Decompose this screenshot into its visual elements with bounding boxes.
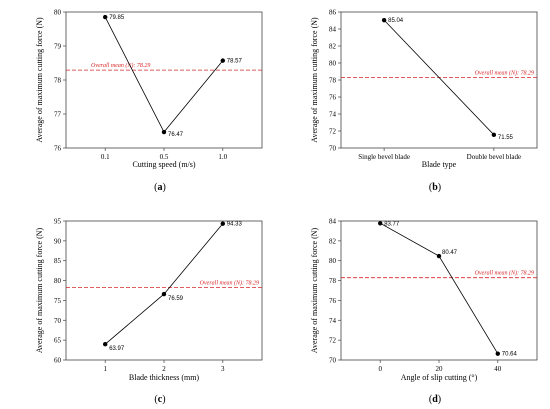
chart-panel-a: 76 77 78 79 80 0.1 0.5 1.0 Cutting speed (m/s) Av… (35, 9, 263, 193)
series-line (104, 16, 224, 133)
x-tick-label: 3 (221, 365, 225, 373)
series-line (383, 19, 495, 136)
x-tick-label: 20 (436, 365, 444, 373)
x-tick-label: Single bevel blade (358, 153, 410, 161)
y-tick-label: 76 (329, 297, 337, 305)
y-tick-label: 70 (329, 145, 337, 153)
y-tick-label: 84 (329, 26, 337, 34)
x-tick-label: 0.5 (160, 153, 169, 161)
x-tick-label: 2 (162, 365, 166, 373)
overall-mean-label: Overall mean (N): 78.29 (475, 270, 534, 277)
y-tick-label: 70 (329, 357, 337, 365)
data-point (220, 221, 225, 226)
x-tick-label: 40 (494, 365, 502, 373)
plot-frame (65, 11, 263, 149)
panel-label: (d) (429, 394, 441, 405)
x-axis-label: Cutting speed (m/s) (132, 160, 195, 169)
data-label: 70.64 (502, 352, 518, 358)
data-label: 85.04 (388, 18, 404, 24)
panel-label: (b) (429, 182, 441, 193)
panel-label: (a) (154, 182, 166, 193)
overall-mean-label: Overall mean (N): 78.29 (475, 70, 534, 77)
y-tick-label: 76 (54, 145, 62, 153)
y-tick-label: 78 (54, 77, 62, 85)
data-point (103, 342, 108, 347)
data-label: 94.33 (227, 222, 243, 228)
x-tick-label: 0 (378, 365, 382, 373)
y-tick-label: 74 (329, 317, 337, 325)
y-tick-label: 74 (329, 111, 337, 119)
chart-panel-d: 70 72 74 76 78 80 82 84 0 20 40 Angle of slip cutti… (310, 218, 538, 405)
y-axis-label: Average of maximum cutting force (N) (35, 17, 44, 143)
data-point (495, 351, 500, 356)
data-point (436, 253, 442, 259)
y-tick-label: 86 (329, 9, 337, 17)
overall-mean-label: Overall mean (N): 78.29 (91, 62, 150, 69)
y-tick-label: 60 (54, 357, 62, 365)
y-tick-label: 85 (54, 257, 62, 265)
x-axis-label: Angle of slip cutting (°) (401, 373, 478, 382)
y-tick-label: 90 (54, 237, 62, 245)
overall-mean-label: Overall mean (N): 78.29 (200, 279, 259, 286)
data-point (103, 14, 108, 20)
x-tick-label: 1 (103, 365, 107, 373)
plot-frame (340, 220, 538, 361)
y-tick-label: 72 (329, 128, 337, 136)
x-axis-label: Blade type (422, 160, 457, 169)
data-label: 80.47 (442, 250, 458, 256)
data-label: 76.59 (168, 296, 184, 302)
y-tick-label: 78 (329, 277, 337, 285)
y-tick-label: 72 (329, 337, 337, 345)
y-tick-label: 75 (54, 297, 62, 305)
y-tick-label: 80 (329, 60, 337, 68)
y-tick-label: 80 (329, 257, 337, 265)
data-point (381, 17, 387, 23)
data-point (491, 132, 497, 138)
data-label: 63.97 (109, 346, 125, 352)
y-tick-label: 84 (329, 218, 337, 226)
data-point (161, 291, 167, 297)
data-label: 78.57 (227, 59, 243, 65)
data-label: 83.77 (384, 221, 400, 227)
y-tick-label: 80 (54, 9, 62, 17)
y-tick-label: 95 (54, 218, 62, 226)
data-point (378, 221, 383, 226)
panel-label: (c) (154, 394, 165, 405)
y-axis-label: Average of maximum cutting force (N) (310, 17, 319, 143)
y-axis-label: Average of maximum cutting force (N) (310, 227, 319, 353)
data-point (220, 58, 225, 63)
y-tick-label: 76 (329, 94, 337, 102)
data-label: 79.85 (109, 15, 125, 21)
y-tick-label: 82 (329, 43, 337, 51)
data-point (161, 129, 167, 135)
chart-panel-b: 70 72 74 76 78 80 82 84 86 Single bevel blade Doub… (310, 9, 538, 193)
series-line (380, 222, 499, 354)
y-tick-label: 65 (54, 337, 62, 345)
plot-frame (340, 11, 538, 149)
y-tick-label: 82 (329, 237, 337, 245)
y-tick-label: 78 (329, 77, 337, 85)
x-axis-label: Blade thickness (mm) (129, 373, 200, 382)
y-tick-label: 70 (54, 317, 62, 325)
data-label: 71.55 (498, 135, 514, 141)
x-tick-label: 1.0 (218, 153, 227, 161)
chart-panel-c: 60 65 70 75 80 85 90 95 1 2 3 Blade thickness (mm) A… (35, 218, 263, 405)
x-tick-label: Double bevel blade (467, 153, 521, 161)
plot-frame (65, 220, 263, 361)
data-label: 76.47 (168, 132, 184, 138)
y-tick-label: 77 (54, 111, 62, 119)
x-tick-label: 0.1 (101, 153, 110, 161)
y-tick-label: 79 (54, 43, 62, 51)
y-axis-label: Average of maximum cutting force (N) (35, 227, 44, 353)
y-tick-label: 80 (54, 277, 62, 285)
